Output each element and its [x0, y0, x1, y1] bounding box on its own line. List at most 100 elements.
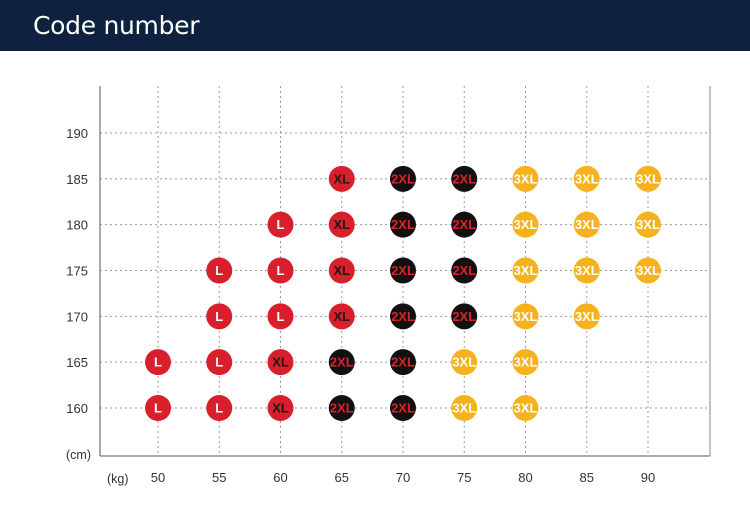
size-marker-label: L: [215, 263, 223, 278]
size-marker-label: 2XL: [330, 355, 354, 370]
size-marker-label: XL: [333, 263, 350, 278]
size-marker: 3XL: [573, 211, 600, 238]
size-marker-circle: [512, 165, 539, 192]
x-axis-label: (kg): [107, 472, 129, 486]
size-marker-label: 3XL: [452, 401, 476, 416]
size-marker-circle: [328, 303, 355, 330]
size-marker-label: XL: [272, 401, 289, 416]
size-marker-circle: [390, 303, 416, 330]
size-marker-label: 2XL: [391, 401, 415, 416]
x-tick-label: 90: [641, 470, 655, 485]
size-marker-label: L: [215, 401, 223, 416]
x-tick-label: 65: [335, 470, 349, 485]
size-marker: 3XL: [512, 303, 539, 330]
size-marker: L: [267, 211, 294, 238]
size-marker-label: 2XL: [391, 171, 415, 186]
size-marker: 3XL: [635, 257, 661, 284]
size-marker-label: L: [154, 355, 162, 370]
size-marker-label: 2XL: [391, 263, 415, 278]
size-marker: 3XL: [512, 349, 539, 376]
size-marker: 3XL: [512, 211, 539, 238]
size-marker: L: [267, 257, 294, 284]
y-axis-label: (cm): [66, 448, 91, 462]
x-tick-label: 60: [273, 470, 287, 485]
size-marker-circle: [390, 395, 416, 421]
size-marker-label: 2XL: [391, 355, 415, 370]
size-marker-label: 2XL: [452, 171, 476, 186]
size-marker: 2XL: [328, 395, 355, 421]
size-marker: 3XL: [451, 349, 478, 376]
size-marker: L: [145, 349, 171, 376]
y-tick-label: 190: [66, 126, 88, 141]
x-tick-label: 50: [151, 470, 165, 485]
chart-axes: [99, 86, 711, 457]
size-marker-circle: [451, 257, 478, 284]
size-marker-circle: [267, 349, 294, 376]
size-marker-circle: [512, 211, 539, 238]
size-marker-circle: [145, 395, 171, 421]
size-marker-circle: [328, 165, 355, 192]
size-marker-circle: [573, 257, 600, 284]
size-marker: 2XL: [451, 303, 478, 330]
size-marker-label: L: [215, 355, 223, 370]
size-marker-circle: [451, 395, 478, 421]
y-tick-label: 175: [66, 264, 88, 279]
size-marker-label: 3XL: [514, 309, 538, 324]
size-marker-circle: [328, 257, 355, 284]
size-marker-label: 3XL: [514, 217, 538, 232]
size-marker-circle: [573, 165, 600, 192]
size-marker: 2XL: [328, 349, 355, 376]
size-marker: XL: [328, 165, 355, 192]
size-marker-circle: [573, 303, 600, 330]
size-marker-circle: [390, 349, 416, 376]
size-marker: 3XL: [573, 165, 600, 192]
size-marker-circle: [390, 165, 416, 192]
size-marker-label: 3XL: [636, 263, 660, 278]
size-marker-circle: [573, 211, 600, 238]
size-marker: XL: [267, 395, 294, 421]
size-marker: 2XL: [451, 165, 478, 192]
x-tick-label: 85: [580, 470, 594, 485]
size-marker: 2XL: [451, 211, 478, 238]
size-marker-label: L: [154, 401, 162, 416]
size-marker-circle: [145, 349, 171, 376]
size-marker-circle: [512, 349, 539, 376]
size-marker-label: 3XL: [452, 355, 476, 370]
x-tick-label: 80: [518, 470, 532, 485]
size-marker-circle: [390, 257, 416, 284]
size-marker: 3XL: [512, 257, 539, 284]
y-tick-label: 180: [66, 218, 88, 233]
size-marker-label: 3XL: [514, 263, 538, 278]
size-marker-label: L: [277, 263, 285, 278]
size-marker: XL: [328, 211, 355, 238]
size-marker-label: XL: [272, 355, 289, 370]
size-marker-label: 3XL: [636, 217, 660, 232]
size-marker-label: 3XL: [514, 401, 538, 416]
x-tick-label: 55: [212, 470, 226, 485]
size-marker: XL: [328, 303, 355, 330]
size-marker-circle: [512, 257, 539, 284]
size-marker: 3XL: [512, 395, 539, 421]
size-marker-circle: [451, 165, 478, 192]
size-marker: 2XL: [390, 257, 416, 284]
x-tick-label: 70: [396, 470, 410, 485]
size-marker-label: 2XL: [330, 401, 354, 416]
size-marker: L: [145, 395, 171, 421]
size-marker-circle: [635, 211, 661, 238]
size-marker-label: XL: [333, 171, 350, 186]
size-marker: 3XL: [635, 211, 661, 238]
page-title: Code number: [33, 11, 200, 40]
y-tick-label: 160: [66, 401, 88, 416]
size-marker: 2XL: [390, 349, 416, 376]
size-marker: 2XL: [451, 257, 478, 284]
chart-points: L L L L L L L L L XL XL XL XL XL XL 2XL 2XL 2XL 2XL 2XL 2XL 2…: [145, 165, 661, 421]
size-marker: 2XL: [390, 395, 416, 421]
size-marker-label: L: [277, 217, 285, 232]
size-marker: L: [206, 257, 233, 284]
size-marker: L: [206, 395, 233, 421]
size-marker: 3XL: [573, 257, 600, 284]
size-marker-circle: [267, 303, 294, 330]
size-marker-label: 2XL: [391, 309, 415, 324]
size-marker: 2XL: [390, 303, 416, 330]
